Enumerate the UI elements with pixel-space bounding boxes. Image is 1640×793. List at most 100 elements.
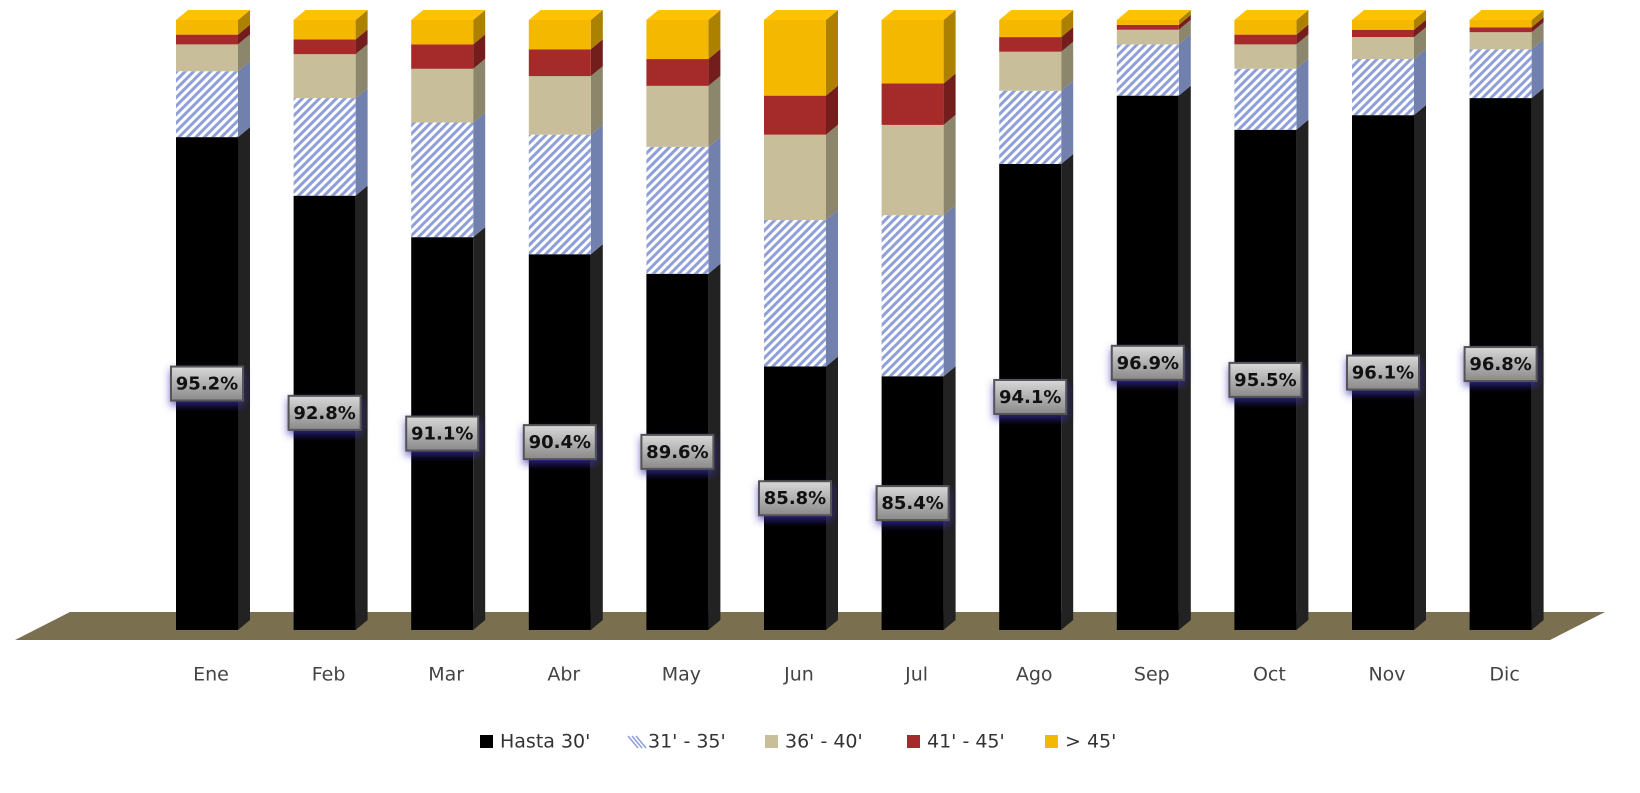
bar-side bbox=[1296, 24, 1309, 45]
bar-segment bbox=[1116, 20, 1179, 25]
bar-segment bbox=[528, 49, 591, 77]
x-tick-label: Mar bbox=[428, 664, 464, 686]
bar-segment bbox=[1234, 44, 1297, 69]
value-label-box bbox=[170, 365, 244, 402]
value-label-box bbox=[1228, 361, 1303, 398]
value-label: 96.1% bbox=[1352, 363, 1414, 384]
x-tick-label: Ago bbox=[1016, 664, 1053, 686]
bar-side bbox=[1414, 49, 1426, 116]
bar-top bbox=[1469, 10, 1544, 20]
bar-segment bbox=[764, 20, 826, 96]
legend-swatch bbox=[1045, 735, 1058, 748]
legend-swatch bbox=[907, 735, 920, 748]
bar-top bbox=[764, 10, 838, 20]
bar-segment bbox=[411, 68, 474, 123]
bar-side bbox=[1531, 17, 1544, 33]
bar-side bbox=[1531, 39, 1544, 99]
bar-side bbox=[355, 10, 368, 40]
bar-side bbox=[826, 85, 838, 135]
bar-segment bbox=[1469, 20, 1532, 28]
legend-swatch bbox=[480, 735, 493, 748]
bar-side bbox=[1061, 80, 1074, 164]
bar-segment bbox=[1352, 29, 1414, 38]
legend-swatch bbox=[635, 735, 647, 749]
bar-side bbox=[943, 114, 956, 216]
bar-side bbox=[238, 61, 250, 138]
bar-segment bbox=[293, 39, 356, 55]
x-tick-label: Jul bbox=[904, 664, 928, 686]
x-tick-label: Dic bbox=[1489, 664, 1519, 686]
bar-segment bbox=[528, 134, 591, 255]
bar-side bbox=[1531, 22, 1544, 50]
bar-segment bbox=[1116, 29, 1179, 45]
x-tick-label: May bbox=[662, 664, 701, 686]
bar-segment bbox=[646, 59, 709, 86]
bar-top bbox=[411, 10, 486, 20]
bar-side bbox=[1296, 58, 1309, 130]
value-label-box bbox=[1110, 344, 1185, 381]
bar-segment bbox=[293, 54, 356, 99]
bar-segment bbox=[176, 71, 238, 138]
value-label: 94.1% bbox=[999, 387, 1061, 408]
bar-segment bbox=[1234, 20, 1297, 35]
x-tick-label: Nov bbox=[1368, 664, 1405, 686]
bar-side bbox=[355, 29, 368, 55]
value-label: 95.2% bbox=[176, 374, 238, 395]
x-tick-label: Sep bbox=[1134, 664, 1170, 686]
value-label-box bbox=[875, 485, 950, 522]
bar-segment bbox=[999, 51, 1062, 91]
bar-top bbox=[1352, 10, 1426, 20]
value-label-box bbox=[405, 415, 480, 452]
bar-side bbox=[473, 58, 486, 123]
bar-segment bbox=[881, 124, 944, 216]
bar-segment bbox=[764, 220, 826, 367]
x-tick-label: Feb bbox=[312, 664, 346, 686]
bar-top bbox=[293, 10, 368, 20]
bar-segment bbox=[411, 20, 474, 45]
bar-side bbox=[708, 49, 721, 86]
bar-side bbox=[355, 88, 368, 196]
bar-side bbox=[826, 124, 838, 221]
bar-side bbox=[590, 10, 603, 50]
bar-side bbox=[1061, 10, 1074, 38]
legend-swatch bbox=[627, 735, 639, 749]
bar-side bbox=[590, 39, 603, 77]
x-tick-label: Jun bbox=[783, 664, 814, 686]
bar-side bbox=[1296, 34, 1309, 69]
value-label: 96.9% bbox=[1117, 353, 1179, 374]
bar-side bbox=[708, 75, 721, 147]
x-tick-label: Ene bbox=[193, 664, 229, 686]
bar-segment bbox=[881, 20, 944, 84]
value-label-box bbox=[1463, 346, 1538, 383]
bar-top bbox=[1116, 10, 1191, 20]
bar-side bbox=[1178, 14, 1191, 30]
bar-segment bbox=[881, 83, 944, 125]
bar-segment bbox=[1352, 37, 1414, 60]
bar-side bbox=[708, 136, 721, 274]
x-tick-label: Oct bbox=[1253, 664, 1286, 686]
bar-side bbox=[473, 112, 486, 238]
bar-side bbox=[355, 44, 368, 99]
bar-side bbox=[1061, 41, 1074, 91]
bar-segment bbox=[1469, 49, 1532, 99]
bar-segment bbox=[411, 44, 474, 69]
bar-side bbox=[826, 10, 838, 96]
bar-segment bbox=[999, 20, 1062, 38]
bar-side bbox=[1178, 10, 1191, 25]
bar-segment bbox=[881, 215, 944, 377]
value-label: 85.4% bbox=[881, 493, 943, 514]
bar-side bbox=[1414, 10, 1426, 30]
bar-segment bbox=[646, 146, 709, 274]
bar-segment bbox=[646, 20, 709, 60]
value-label: 91.1% bbox=[411, 424, 473, 445]
bar-segment bbox=[1352, 20, 1414, 30]
bar-top bbox=[176, 10, 250, 20]
bar-segment bbox=[293, 20, 356, 40]
bar-segment bbox=[764, 134, 826, 221]
legend-swatch bbox=[631, 735, 643, 749]
bar-segment bbox=[999, 90, 1062, 164]
value-label: 96.8% bbox=[1469, 354, 1531, 375]
bar-segment bbox=[528, 76, 591, 135]
value-label: 95.5% bbox=[1234, 370, 1296, 391]
